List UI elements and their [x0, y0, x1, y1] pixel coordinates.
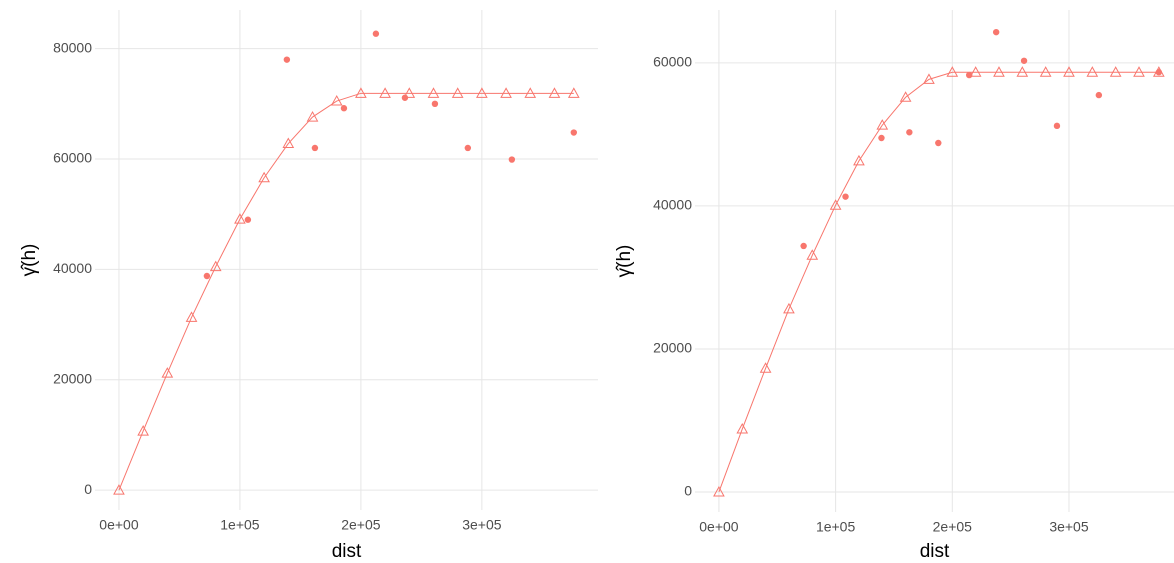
x-tick-label: 3e+05 [462, 517, 502, 533]
model-marker [258, 171, 270, 183]
chart-panel: 0 20000 40000 60000 0e+00 1e+05 2e+05 3e+05 dist… [614, 10, 1174, 562]
sample-point [372, 30, 380, 37]
model-marker [759, 362, 772, 373]
y-tick-label: 40000 [53, 260, 92, 276]
sample-point [340, 105, 348, 112]
sample-point [283, 56, 291, 63]
y-tick-label: 80000 [53, 39, 92, 55]
model-marker [379, 87, 391, 98]
model-marker [736, 423, 749, 434]
y-tick-label: 20000 [653, 340, 692, 356]
model-marker [1039, 66, 1052, 77]
model-marker [713, 485, 725, 497]
model-marker [783, 302, 795, 314]
sample-point [311, 144, 319, 152]
model-marker [969, 66, 982, 77]
sample-point [842, 193, 849, 200]
x-tick-label: 0e+00 [699, 519, 739, 535]
model-line [118, 92, 574, 491]
y-tick-label: 0 [684, 483, 692, 499]
sample-point [1155, 69, 1163, 76]
x-tick-label: 0e+00 [99, 517, 139, 533]
model-marker [476, 87, 488, 98]
model-marker [567, 87, 580, 98]
sample-point [464, 144, 472, 152]
y-axis-title: γ̂(h) [614, 245, 635, 278]
model-marker [1133, 66, 1145, 77]
sample-point [1020, 57, 1028, 64]
model-marker [806, 249, 819, 260]
x-axis-title: dist [332, 541, 362, 562]
model-marker [161, 367, 174, 378]
model-marker [355, 87, 367, 98]
sample-point [906, 129, 913, 136]
sample-point [935, 139, 942, 147]
x-tick-label: 3e+05 [1049, 519, 1089, 535]
sample-point [570, 129, 578, 136]
model-marker [829, 199, 842, 210]
x-axis-title: dist [920, 541, 950, 562]
model-marker [113, 484, 125, 495]
model-marker [1016, 66, 1029, 77]
model-marker [500, 87, 512, 98]
model-marker [946, 66, 959, 77]
model-marker [853, 154, 865, 166]
y-axis-title: γ̂(h) [19, 244, 40, 277]
sample-point [431, 100, 439, 108]
model-marker [209, 260, 222, 272]
sample-point [1053, 122, 1061, 130]
model-marker [524, 87, 537, 98]
sample-point [508, 156, 516, 163]
sample-point [800, 242, 807, 250]
sample-point [966, 71, 973, 79]
model-marker [306, 111, 319, 122]
y-tick-label: 60000 [53, 150, 92, 166]
sample-point [1095, 91, 1103, 99]
model-marker [993, 66, 1005, 77]
y-tick-label: 0 [84, 481, 92, 497]
model-marker [185, 311, 198, 322]
x-tick-label: 2e+05 [341, 517, 381, 533]
sample-point [203, 272, 211, 280]
sample-point [878, 134, 885, 142]
model-marker [403, 87, 416, 98]
chart-panel: 0 20000 40000 60000 80000 0e+00 1e+05 2e+05 3e+0… [19, 10, 598, 562]
model-marker [899, 91, 912, 102]
model-marker [923, 73, 935, 84]
sample-point [401, 94, 409, 101]
model-marker [137, 425, 149, 436]
model-line [718, 71, 1159, 493]
model-marker [330, 95, 343, 106]
y-tick-label: 40000 [653, 197, 692, 213]
model-marker [548, 87, 561, 98]
x-tick-label: 1e+05 [220, 517, 260, 533]
model-marker [234, 213, 246, 224]
x-tick-label: 2e+05 [933, 519, 973, 535]
y-tick-label: 20000 [53, 370, 92, 386]
x-tick-label: 1e+05 [816, 519, 856, 535]
model-marker [427, 87, 440, 98]
sample-point [992, 28, 1000, 36]
model-marker [451, 87, 464, 98]
model-marker [282, 137, 295, 149]
model-marker [876, 119, 889, 130]
y-tick-label: 60000 [653, 54, 692, 70]
sample-point [244, 216, 252, 223]
model-marker [1109, 66, 1122, 77]
model-marker [1086, 66, 1099, 77]
model-marker [1063, 66, 1075, 77]
